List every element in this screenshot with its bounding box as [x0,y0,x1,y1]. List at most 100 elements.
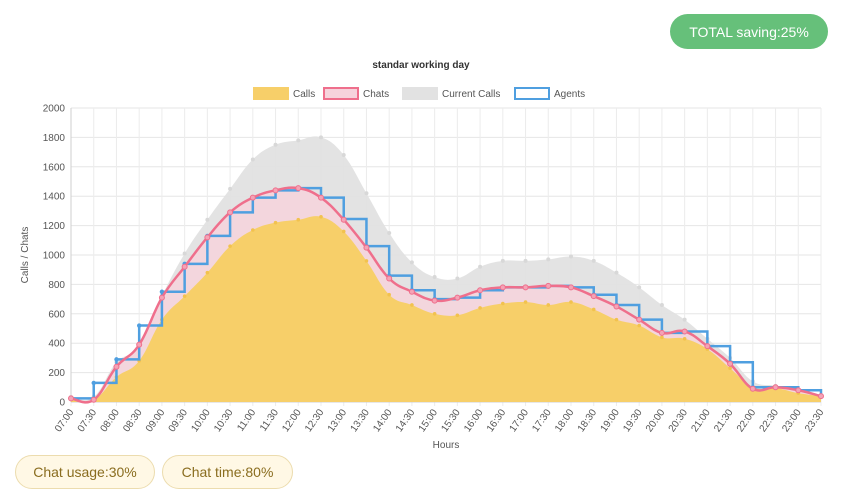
current-calls-point [592,259,596,263]
calls-point [569,300,573,304]
y-tick-label: 2000 [43,104,66,115]
x-tick-label: 09:00 [144,407,168,434]
chats-point [705,344,710,349]
x-tick-label: 17:30 [530,407,554,434]
calls-point [365,259,369,263]
calls-point [546,303,550,307]
x-tick-label: 11:30 [258,407,281,434]
chats-point [682,329,687,334]
current-calls-point [660,303,664,307]
chats-point [819,394,824,399]
y-tick-label: 1200 [43,221,66,232]
y-tick-label: 0 [59,398,65,409]
x-tick-label: 13:00 [326,407,350,434]
calls-point [637,324,641,328]
chat-time-badge[interactable]: Chat time:80% [162,455,293,489]
x-tick-label: 19:00 [599,407,623,434]
x-tick-label: 15:30 [439,407,463,434]
x-tick-label: 07:00 [53,407,77,434]
current-calls-point [319,135,323,139]
legend-current-calls[interactable]: Current Calls [403,88,500,100]
current-calls-point [614,271,618,275]
x-tick-label: 14:00 [371,407,395,434]
calls-point [228,244,232,248]
legend-chats[interactable]: Chats [324,88,389,100]
legend-calls[interactable]: Calls [254,88,315,100]
x-axis-title: Hours [433,440,460,451]
chats-point [523,285,528,290]
legend-agents-swatch [515,88,549,99]
x-tick-label: 11:00 [235,407,258,434]
calls-point [342,230,346,234]
x-tick-label: 08:00 [99,407,123,434]
x-tick-label: 12:00 [280,407,304,434]
x-tick-label: 18:00 [553,407,577,434]
chats-point [591,294,596,299]
current-calls-point [455,277,459,281]
chats-point [455,295,460,300]
chat-usage-badge[interactable]: Chat usage:30% [15,455,155,489]
chats-point [500,285,505,290]
total-saving-badge[interactable]: TOTAL saving:25% [670,14,828,49]
chats-point [750,386,755,391]
calls-point [615,318,619,322]
calls-point [387,293,391,297]
x-tick-label: 07:30 [76,407,100,434]
calls-point [251,228,255,232]
current-calls-point [296,138,300,142]
y-tick-label: 400 [48,339,65,350]
x-tick-label: 21:00 [689,407,713,434]
y-tick-label: 200 [48,368,65,379]
x-tick-label: 08:30 [121,407,145,434]
x-tick-label: 09:30 [167,407,191,434]
x-tick-label: 14:30 [394,407,418,434]
x-tick-label: 23:00 [780,407,804,434]
calls-point [410,303,414,307]
current-calls-point [274,143,278,147]
legend-calls-label: Calls [293,89,315,100]
x-tick-label: 12:30 [303,407,327,434]
x-tick-label: 16:30 [485,407,509,434]
x-tick-label: 23:30 [803,407,827,434]
calls-point [524,300,528,304]
chats-point [69,396,74,401]
chart-legend: Calls Chats Current Calls Agents [254,88,585,100]
current-calls-point [387,231,391,235]
y-axis-ticks: 0200400600800100012001400160018002000 [43,104,66,409]
calls-point [683,337,687,341]
chats-point [409,289,414,294]
chats-point [387,276,392,281]
current-calls-point [228,187,232,191]
chats-point [478,288,483,293]
legend-current-calls-label: Current Calls [442,89,500,100]
calls-point [660,336,664,340]
current-calls-point [342,153,346,157]
chats-point [432,298,437,303]
chats-point [273,188,278,193]
calls-point [592,308,596,312]
agents-point [114,357,118,361]
x-tick-label: 19:30 [621,407,645,434]
chats-point [205,235,210,240]
chats-point [637,317,642,322]
x-tick-label: 21:30 [712,407,736,434]
plot-area [69,135,824,402]
current-calls-point [637,285,641,289]
y-tick-label: 800 [48,280,65,291]
chats-point [569,285,574,290]
current-calls-point [546,257,550,261]
current-calls-point [410,260,414,264]
y-axis-title: Calls / Chats [20,227,31,284]
legend-agents[interactable]: Agents [515,88,585,100]
chart-title: standar working day [372,60,470,71]
x-tick-label: 13:30 [349,407,373,434]
chats-point [728,361,733,366]
current-calls-point [205,218,209,222]
y-tick-label: 1800 [43,133,66,144]
calls-point [501,302,505,306]
current-calls-point [478,265,482,269]
x-tick-label: 22:00 [735,407,759,434]
calls-point [433,312,437,316]
chats-point [91,397,96,402]
current-calls-point [183,252,187,256]
